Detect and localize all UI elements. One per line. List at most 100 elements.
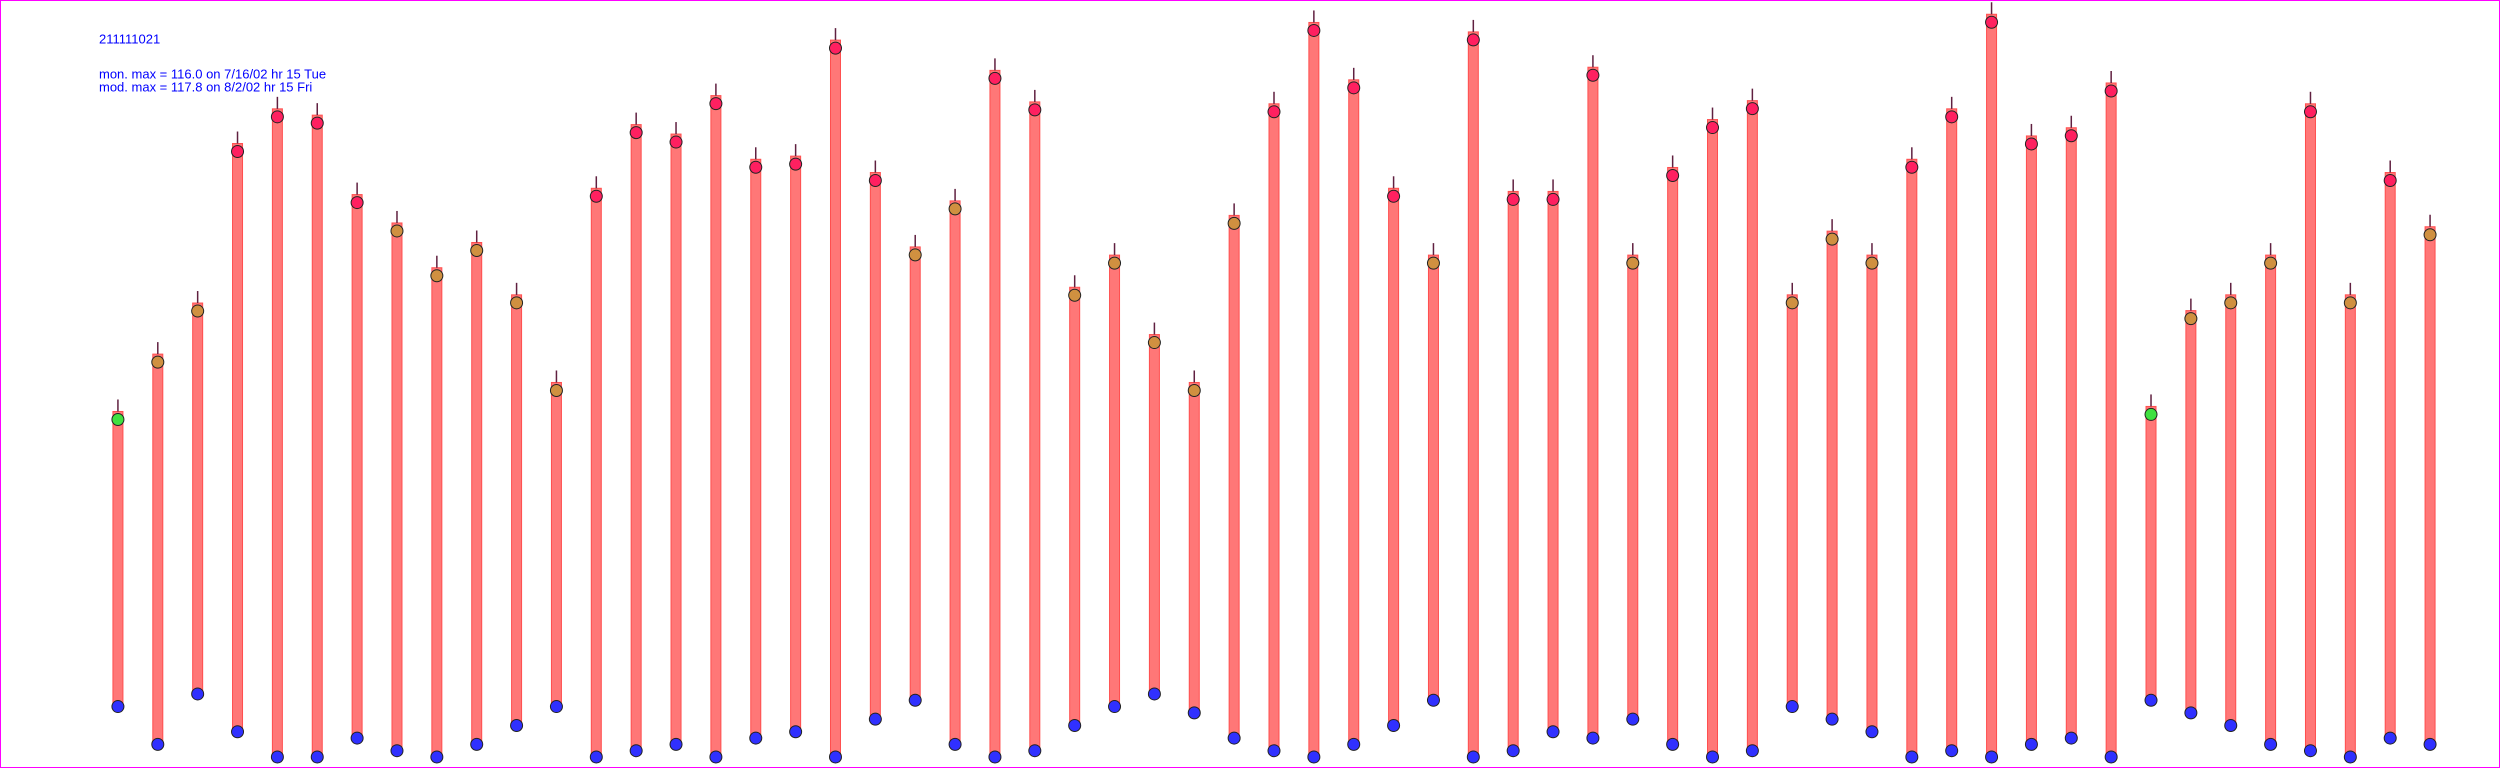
high-marker	[2224, 296, 2238, 310]
range-bar	[949, 200, 961, 745]
high-marker	[2423, 228, 2437, 242]
low-marker	[789, 725, 803, 739]
low-marker	[350, 731, 364, 745]
chart-title: 211111021	[99, 31, 160, 46]
low-marker	[1706, 750, 1720, 764]
low-marker	[231, 725, 245, 739]
range-bar	[112, 410, 124, 708]
high-marker	[1466, 33, 1480, 47]
high-marker	[2303, 105, 2317, 119]
high-marker	[350, 196, 364, 210]
low-marker	[1227, 731, 1241, 745]
range-bar	[909, 246, 921, 701]
low-marker	[2104, 750, 2118, 764]
low-marker	[1626, 712, 1640, 726]
high-marker	[430, 269, 444, 283]
high-marker	[709, 97, 723, 111]
range-bar	[2105, 82, 2117, 758]
range-bar	[550, 381, 562, 708]
high-marker	[1626, 256, 1640, 270]
high-marker	[988, 71, 1002, 85]
range-bar	[1069, 286, 1081, 726]
low-marker	[390, 744, 404, 758]
high-marker	[1267, 105, 1281, 119]
low-marker	[1865, 725, 1879, 739]
low-marker	[1147, 687, 1161, 701]
low-marker	[310, 750, 324, 764]
high-marker	[1187, 383, 1201, 397]
low-marker	[749, 731, 763, 745]
range-bar	[1388, 187, 1400, 726]
range-bar	[1308, 21, 1320, 758]
high-marker	[111, 412, 125, 426]
range-bar	[2344, 294, 2356, 758]
range-bar	[232, 143, 244, 733]
high-marker	[1028, 103, 1042, 117]
range-bar	[670, 133, 682, 745]
low-marker	[1068, 718, 1082, 732]
range-bar	[471, 242, 483, 745]
high-marker	[868, 174, 882, 188]
low-marker	[828, 750, 842, 764]
low-marker	[1466, 750, 1480, 764]
high-marker	[470, 244, 484, 258]
low-marker	[1108, 700, 1122, 714]
high-marker	[1865, 256, 1879, 270]
high-marker	[1706, 121, 1720, 135]
low-marker	[1307, 750, 1321, 764]
range-bar	[351, 194, 363, 739]
low-marker	[1387, 718, 1401, 732]
low-marker	[1945, 744, 1959, 758]
range-bar	[1109, 254, 1121, 708]
low-marker	[1187, 706, 1201, 720]
high-marker	[1666, 168, 1680, 182]
high-marker	[1227, 216, 1241, 230]
high-marker	[1347, 81, 1361, 95]
range-bar	[750, 158, 762, 739]
low-marker	[111, 700, 125, 714]
range-bar	[1188, 381, 1200, 714]
high-marker	[948, 202, 962, 216]
high-marker	[1307, 23, 1321, 37]
low-marker	[1905, 750, 1919, 764]
high-marker	[908, 248, 922, 262]
high-marker	[1147, 336, 1161, 350]
high-marker	[2184, 312, 2198, 326]
range-bar	[630, 124, 642, 752]
high-marker	[191, 304, 205, 318]
low-marker	[270, 750, 284, 764]
range-bar	[152, 353, 164, 745]
low-marker	[191, 687, 205, 701]
high-marker	[1945, 110, 1959, 124]
low-marker	[908, 693, 922, 707]
range-bar	[1707, 119, 1719, 758]
range-bar	[1746, 100, 1758, 752]
high-marker	[1825, 232, 1839, 246]
high-marker	[2264, 256, 2278, 270]
range-bar	[1029, 101, 1041, 752]
range-bar	[2225, 294, 2237, 726]
range-bar	[1826, 230, 1838, 720]
high-marker	[2104, 84, 2118, 98]
range-bar	[1148, 334, 1160, 695]
range-bar	[1786, 294, 1798, 708]
high-marker	[1546, 192, 1560, 206]
high-marker	[1586, 68, 1600, 82]
low-marker	[589, 750, 603, 764]
low-marker	[1426, 693, 1440, 707]
range-bar	[511, 294, 523, 726]
low-marker	[868, 712, 882, 726]
low-marker	[1546, 725, 1560, 739]
high-marker	[1785, 296, 1799, 310]
low-marker	[549, 700, 563, 714]
high-marker	[1745, 102, 1759, 116]
low-marker	[629, 744, 643, 758]
range-bar	[1228, 214, 1240, 739]
high-marker	[1426, 256, 1440, 270]
high-marker	[2024, 137, 2038, 151]
range-bar	[710, 95, 722, 758]
range-bar	[1348, 79, 1360, 745]
range-bar	[989, 69, 1001, 758]
